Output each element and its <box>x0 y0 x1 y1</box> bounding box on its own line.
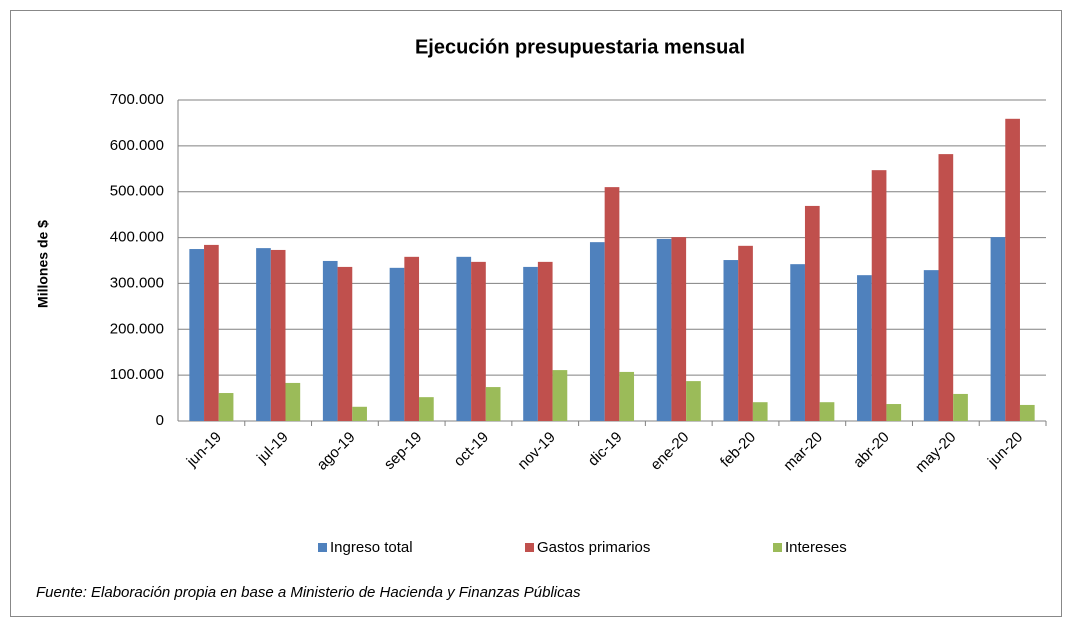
y-axis-label: Millones de $ <box>35 220 51 308</box>
y-tick-label: 200.000 <box>110 320 164 337</box>
bar <box>285 382 301 421</box>
bar <box>552 370 568 421</box>
bar <box>723 260 739 421</box>
legend-label: Ingreso total <box>330 539 413 556</box>
bar <box>337 266 353 421</box>
bar <box>256 248 271 421</box>
source-note: Fuente: Elaboración propia en base a Min… <box>36 584 581 601</box>
bar <box>456 256 472 421</box>
bar <box>419 397 434 421</box>
bar <box>352 406 367 421</box>
y-tick-label: 100.000 <box>110 366 164 383</box>
bar <box>471 261 486 421</box>
bar <box>686 381 701 421</box>
legend-label: Intereses <box>785 539 847 556</box>
y-tick-label: 600.000 <box>110 137 164 154</box>
bar <box>938 154 954 421</box>
bar <box>819 402 835 421</box>
bar <box>485 387 501 421</box>
bar <box>790 264 805 421</box>
bar <box>738 245 753 421</box>
legend-label: Gastos primarios <box>537 539 650 556</box>
y-tick-label: 500.000 <box>110 183 164 200</box>
bar <box>857 275 872 421</box>
bar <box>189 249 205 421</box>
y-tick-label: 300.000 <box>110 274 164 291</box>
bar <box>523 266 538 421</box>
bar <box>1019 404 1035 421</box>
bar <box>671 237 687 421</box>
bar <box>656 238 672 421</box>
bar <box>404 256 420 421</box>
bar <box>619 371 635 421</box>
legend-swatch <box>318 543 327 552</box>
bar <box>218 393 234 421</box>
bar <box>871 170 887 421</box>
y-tick-label: 700.000 <box>110 91 164 108</box>
bar <box>589 242 605 421</box>
chart-title: Ejecución presupuestaria mensual <box>415 36 745 58</box>
y-tick-label: 0 <box>156 412 164 429</box>
bar <box>886 404 902 421</box>
bar <box>1005 118 1020 422</box>
bar <box>604 187 620 421</box>
legend-swatch <box>773 543 782 552</box>
bar <box>804 205 820 421</box>
bar <box>752 402 768 421</box>
bar <box>990 237 1006 421</box>
bar <box>322 260 338 421</box>
bar <box>923 270 939 421</box>
bar <box>204 244 219 421</box>
bar <box>537 261 553 421</box>
y-tick-label: 400.000 <box>110 229 164 246</box>
bar <box>953 393 968 421</box>
legend-swatch <box>525 543 534 552</box>
bar <box>270 249 286 421</box>
bar <box>389 267 405 421</box>
